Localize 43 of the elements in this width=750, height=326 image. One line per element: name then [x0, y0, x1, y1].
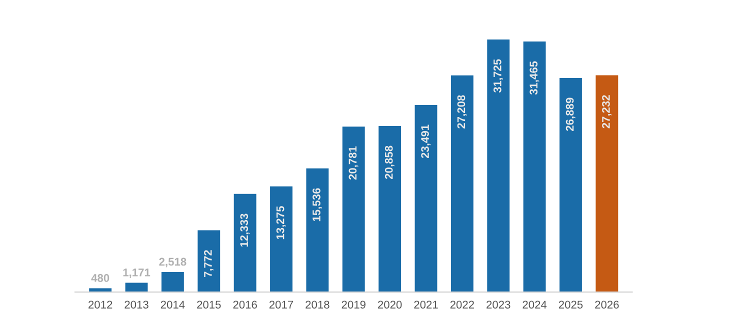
data-label: 7,772	[204, 250, 214, 277]
data-label: 27,232	[602, 95, 612, 128]
x-tick-label: 2023	[486, 300, 510, 309]
data-label: 23,491	[421, 124, 431, 158]
x-tick-label: 2024	[522, 300, 547, 309]
data-label: 1,171	[123, 268, 150, 278]
x-tick-label: 2020	[378, 300, 402, 309]
x-tick-label: 2021	[414, 300, 438, 309]
x-tick-label: 2026	[595, 300, 619, 309]
bar	[234, 194, 256, 292]
bar	[450, 75, 474, 292]
data-label: 31,725	[493, 59, 503, 93]
x-tick-label: 2015	[197, 300, 221, 309]
bar	[523, 42, 546, 292]
data-label: 2,518	[159, 258, 186, 268]
data-label: 20,858	[384, 146, 394, 180]
x-tick-label: 2016	[233, 300, 257, 309]
x-tick-label: 2012	[88, 300, 112, 309]
bar	[414, 105, 438, 292]
bar	[378, 126, 402, 292]
bar	[306, 168, 329, 292]
data-label: 12,333	[240, 214, 250, 247]
bar	[161, 272, 184, 292]
bar	[342, 126, 365, 292]
bar	[560, 78, 582, 292]
x-tick-label: 2017	[269, 300, 294, 309]
data-label: 20,781	[348, 146, 358, 180]
data-label: 13,275	[276, 206, 286, 240]
bar	[198, 230, 220, 292]
data-label: 15,536	[312, 188, 322, 222]
x-tick-label: 2022	[450, 300, 474, 309]
data-label: 31,465	[530, 61, 540, 95]
x-tick-label: 2018	[306, 300, 330, 309]
x-tick-label: 2019	[342, 300, 366, 309]
data-label: 480	[91, 274, 110, 282]
data-label: 27,208	[457, 95, 467, 128]
bar	[596, 75, 618, 292]
x-tick-label: 2013	[124, 300, 148, 309]
x-tick-label: 2025	[558, 300, 583, 309]
data-label: 26,889	[566, 98, 576, 131]
bar	[487, 39, 510, 292]
x-tick-label: 2014	[160, 300, 185, 309]
bar	[270, 186, 292, 292]
